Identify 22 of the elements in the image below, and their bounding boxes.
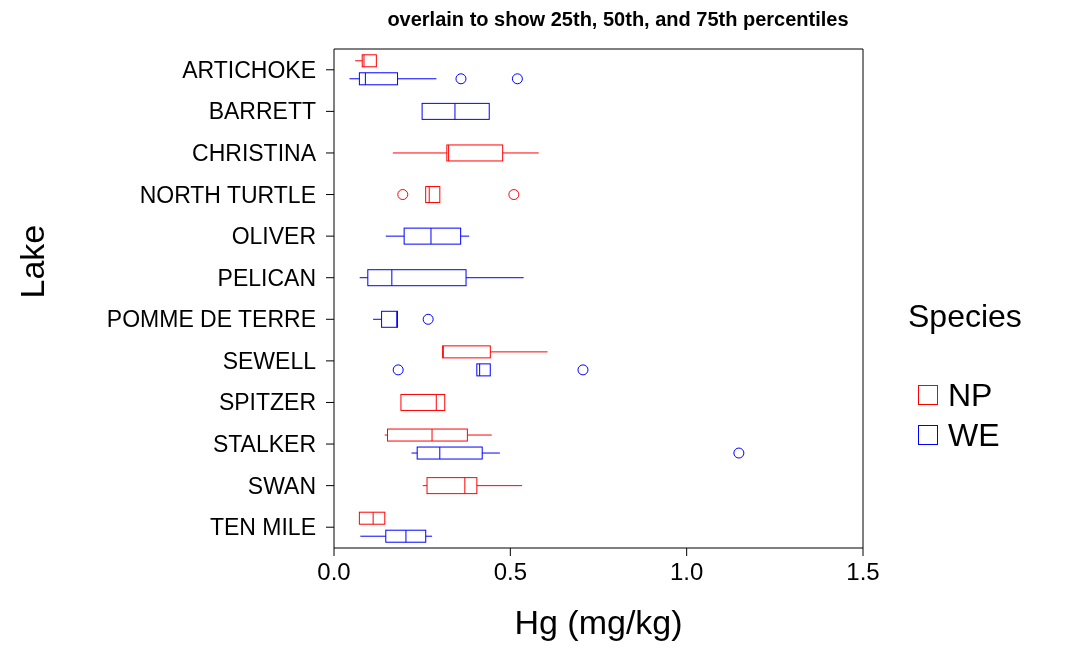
y-tick-label: POMME DE TERRE: [106, 306, 316, 333]
legend-title: Species: [908, 298, 1022, 335]
x-tick-label: 1.5: [846, 558, 880, 585]
y-tick-label: ARTICHOKE: [182, 56, 316, 83]
x-tick-label: 1.0: [669, 558, 704, 585]
y-tick-label: TEN MILE: [209, 514, 316, 541]
y-axis-title: Lake: [13, 224, 52, 299]
x-tick-label: 0.0: [317, 558, 351, 585]
x-tick-label: 0.5: [493, 558, 528, 585]
legend-label: WE: [948, 416, 1000, 454]
y-tick-label: OLIVER: [231, 223, 316, 250]
y-tick-label: PELICAN: [217, 264, 316, 291]
y-tick-label: SEWELL: [222, 347, 317, 374]
y-tick-label: SPITZER: [218, 389, 316, 416]
x-axis-title: Hg (mg/kg): [514, 603, 683, 641]
y-tick-label: SWAN: [247, 472, 316, 499]
chart-title: overlain to show 25th, 50th, and 75th percentiles: [386, 8, 850, 31]
y-tick-label: CHRISTINA: [192, 139, 317, 166]
legend-label: NP: [948, 376, 993, 414]
y-tick-label: STALKER: [212, 431, 316, 458]
y-tick-label: BARRETT: [208, 98, 316, 125]
y-tick-label: NORTH TURTLE: [139, 181, 316, 208]
